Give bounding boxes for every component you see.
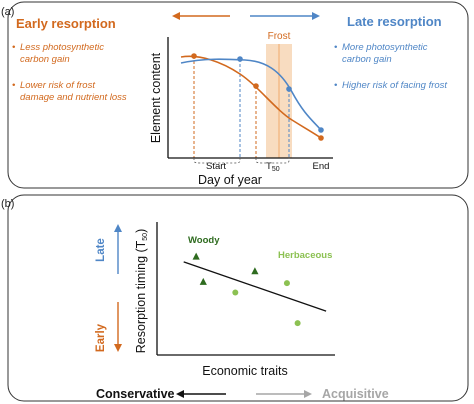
late-t50-point bbox=[286, 86, 292, 92]
early-t50-point bbox=[253, 83, 259, 89]
panel-b-box bbox=[7, 194, 469, 402]
early-bullet-1-line1: Less photosynthetic bbox=[20, 42, 104, 53]
scatter-plot bbox=[156, 222, 335, 356]
trend-line bbox=[183, 261, 327, 312]
panel-b-y-axis-title-main: Resorption timing (T bbox=[134, 240, 148, 353]
early-bullet-1-mark: • bbox=[12, 42, 16, 53]
panel-b-label: (b) bbox=[1, 198, 14, 210]
late-bullet-1-mark: • bbox=[334, 42, 338, 53]
early-bullet-2-line1: Lower risk of frost bbox=[20, 80, 95, 91]
panel-b-y-axis-title-close: ) bbox=[134, 229, 148, 233]
herbaceous-point-1 bbox=[232, 289, 239, 296]
acquisitive-label: Acquisitive bbox=[322, 387, 389, 401]
late-bullet-2-line1: Higher risk of facing frost bbox=[342, 80, 447, 91]
late-bullet-1-line2: carbon gain bbox=[342, 54, 392, 65]
herbaceous-point-2 bbox=[283, 280, 290, 287]
herbaceous-point-3 bbox=[294, 320, 301, 327]
woody-point-3 bbox=[251, 267, 259, 275]
panel-b-y-axis-title: Resorption timing (T50) bbox=[134, 229, 149, 354]
woody-point-2 bbox=[199, 277, 207, 285]
late-start-point bbox=[237, 56, 243, 62]
t50-bracket bbox=[255, 158, 290, 164]
late-resorption-curve bbox=[180, 58, 322, 131]
tick-end: End bbox=[313, 161, 330, 172]
tick-t50: T50 bbox=[266, 161, 280, 173]
early-side-label: Early bbox=[95, 323, 107, 352]
herbaceous-label: Herbaceous bbox=[278, 250, 332, 261]
panel-b-y-axis-title-sub: 50 bbox=[142, 233, 149, 241]
panel-a-y-axis-title: Element content bbox=[149, 52, 163, 143]
late-bullet-2-mark: • bbox=[334, 80, 338, 91]
frost-label: Frost bbox=[268, 31, 291, 42]
early-bullet-2: • Lower risk of frost damage and nutrien… bbox=[12, 80, 127, 103]
tick-start: Start bbox=[206, 161, 226, 172]
panel-a-x-axis-title: Day of year bbox=[198, 173, 262, 187]
start-bracket bbox=[193, 158, 241, 164]
woody-label: Woody bbox=[188, 235, 220, 246]
late-end-point bbox=[318, 127, 324, 133]
panel-a-label: (a) bbox=[1, 6, 14, 18]
late-side-label: Late bbox=[95, 238, 107, 262]
late-bullet-1: • More photosynthetic carbon gain bbox=[334, 42, 430, 65]
late-bullet-1-line1: More photosynthetic bbox=[342, 42, 428, 53]
woody-point-1 bbox=[192, 252, 200, 260]
early-bullet-1: • Less photosynthetic carbon gain bbox=[12, 42, 107, 65]
panel-b-x-axis-title: Economic traits bbox=[202, 364, 287, 378]
conservative-label: Conservative bbox=[96, 387, 175, 401]
early-bullet-2-line2: damage and nutrient loss bbox=[20, 92, 127, 103]
early-resorption-title: Early resorption bbox=[16, 16, 116, 31]
early-bullet-1-line2: carbon gain bbox=[20, 54, 70, 65]
tick-t50-main: T bbox=[266, 161, 272, 172]
early-end-point bbox=[318, 135, 324, 141]
late-bullet-2: • Higher risk of facing frost bbox=[334, 80, 447, 91]
tick-t50-sub: 50 bbox=[272, 166, 280, 173]
early-start-point bbox=[191, 53, 197, 59]
early-bullet-2-mark: • bbox=[12, 80, 16, 91]
late-resorption-title: Late resorption bbox=[347, 14, 442, 29]
panel-a-box bbox=[7, 1, 469, 189]
